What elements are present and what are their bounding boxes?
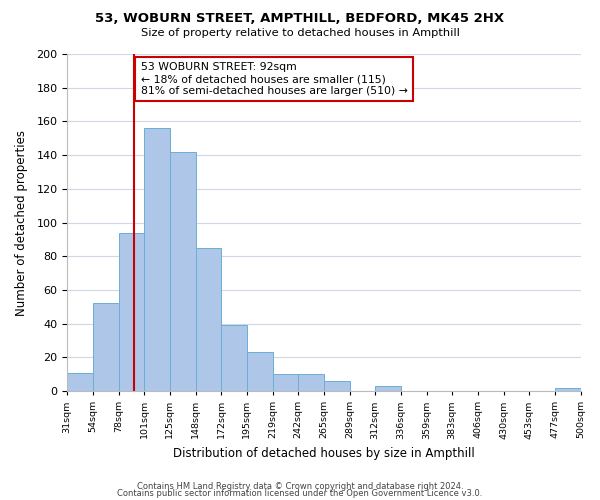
Bar: [196, 248, 221, 391]
Bar: [119, 232, 144, 391]
Text: Contains HM Land Registry data © Crown copyright and database right 2024.: Contains HM Land Registry data © Crown c…: [137, 482, 463, 491]
Text: Contains public sector information licensed under the Open Government Licence v3: Contains public sector information licen…: [118, 489, 482, 498]
Bar: [555, 388, 581, 391]
Text: Size of property relative to detached houses in Ampthill: Size of property relative to detached ho…: [140, 28, 460, 38]
X-axis label: Distribution of detached houses by size in Ampthill: Distribution of detached houses by size …: [173, 447, 475, 460]
Bar: [247, 352, 272, 391]
Y-axis label: Number of detached properties: Number of detached properties: [15, 130, 28, 316]
Bar: [272, 374, 298, 391]
Bar: [375, 386, 401, 391]
Bar: [221, 326, 247, 391]
Text: 53, WOBURN STREET, AMPTHILL, BEDFORD, MK45 2HX: 53, WOBURN STREET, AMPTHILL, BEDFORD, MK…: [95, 12, 505, 26]
Text: 53 WOBURN STREET: 92sqm
← 18% of detached houses are smaller (115)
81% of semi-d: 53 WOBURN STREET: 92sqm ← 18% of detache…: [140, 62, 407, 96]
Bar: [324, 381, 350, 391]
Bar: [144, 128, 170, 391]
Bar: [170, 152, 196, 391]
Bar: [93, 304, 119, 391]
Bar: [298, 374, 324, 391]
Bar: [67, 372, 93, 391]
